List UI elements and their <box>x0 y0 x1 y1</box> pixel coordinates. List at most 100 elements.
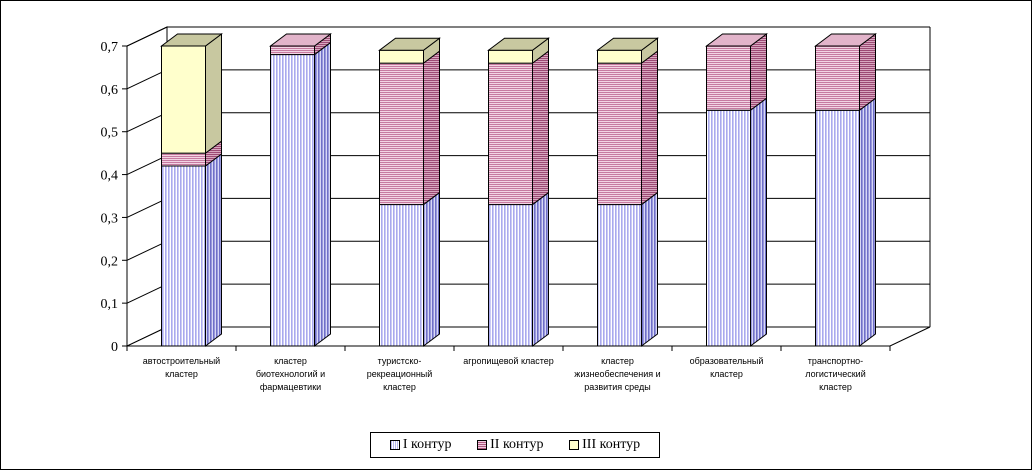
bar-segment-2-series-1 <box>270 41 331 347</box>
bar-front <box>379 49 424 64</box>
bar-segment-6-series-1 <box>706 97 767 347</box>
legend-item-series-1: I контур <box>389 437 452 453</box>
legend-swatch-series-2 <box>477 440 488 450</box>
y-tick-label: 0,3 <box>101 211 119 226</box>
gridline-diagonal <box>126 69 168 90</box>
legend-swatch-series-3 <box>569 440 580 450</box>
gridline-diagonal <box>126 283 168 304</box>
chart-area: 0 0,1 0,2 0,3 0,4 0,5 0,6 0,7 автостроительный к… <box>101 26 931 392</box>
bar-front <box>488 49 533 64</box>
x-label-line: кластер <box>710 369 743 379</box>
bar-segment-1-series-3 <box>160 33 223 155</box>
legend-label-series-3: III контур <box>582 437 641 452</box>
bar-side <box>750 33 767 112</box>
bar-top <box>160 33 223 47</box>
x-label-line: кластер <box>383 382 416 392</box>
bar-front <box>815 45 860 111</box>
y-tick-label: 0,1 <box>101 297 119 312</box>
bar-front <box>488 204 533 347</box>
gridline-diagonal <box>126 197 168 218</box>
bar-front <box>488 62 533 206</box>
bar-side <box>859 33 876 112</box>
x-label-5: кластер жизнеобеспечения и развития среды <box>574 356 660 392</box>
x-label-line: развития среды <box>584 382 650 392</box>
x-label-line: логистический <box>805 369 866 379</box>
legend: I контур II контур III контур <box>370 432 660 458</box>
bar-front <box>706 109 751 347</box>
x-label-line: биотехнологий и <box>256 369 325 379</box>
x-label-line: агропищевой кластер <box>463 356 554 366</box>
bar-front <box>815 109 860 347</box>
x-label-line: жизнеобеспечения и <box>574 369 660 379</box>
bar-segment-3-series-2 <box>379 50 440 206</box>
bar-segment-5-series-3 <box>596 37 659 65</box>
x-label-line: туристско- <box>378 356 422 366</box>
bar-front <box>706 45 751 111</box>
x-label-line: кластер <box>601 356 634 366</box>
bar-front <box>161 45 206 154</box>
bar-top <box>814 33 877 47</box>
gridline-diagonal <box>126 240 168 261</box>
bar-segment-4-series-1 <box>488 191 549 347</box>
bar-segment-3-series-1 <box>379 191 440 347</box>
x-label-1: автостроительный кластер <box>143 356 220 379</box>
bar-side <box>423 191 440 347</box>
bar-front <box>270 54 315 347</box>
bar-front <box>597 62 642 206</box>
bar-segment-5-series-2 <box>597 50 658 206</box>
bar-front <box>597 204 642 347</box>
bar-segment-1-series-1 <box>161 153 222 347</box>
bar-side <box>641 50 658 206</box>
x-label-line: рекреационный <box>367 369 433 379</box>
x-label-line: транспортно- <box>808 356 863 366</box>
bar-side <box>859 97 876 347</box>
bar-segment-2-series-2 <box>269 33 332 56</box>
gridline-diagonal <box>126 112 168 133</box>
x-label-line: образовательный <box>690 356 764 366</box>
y-tick-label: 0,7 <box>101 40 119 55</box>
bar-side <box>423 50 440 206</box>
y-tick-label: 0,2 <box>101 254 119 269</box>
bar-segment-7-series-2 <box>814 33 877 112</box>
bar-top <box>487 37 550 51</box>
bar-front <box>379 62 424 206</box>
y-tick-label: 0,4 <box>101 169 119 184</box>
bar-side <box>532 50 549 206</box>
bar-top <box>705 33 768 47</box>
gridline-diagonal <box>126 155 168 176</box>
bar-side <box>314 41 331 347</box>
bar-segment-7-series-1 <box>815 97 876 347</box>
legend-item-series-3: III контур <box>569 437 640 453</box>
bar-front <box>161 165 206 347</box>
legend-label-series-2: II контур <box>490 437 544 452</box>
bar-segment-4-series-3 <box>487 37 550 65</box>
legend-item-series-2: II контур <box>477 437 543 453</box>
bar-segment-3-series-3 <box>378 37 441 65</box>
x-label-line: кластер <box>819 382 852 392</box>
bar-side <box>205 153 222 347</box>
x-label-3: туристско-рекреационный кластер <box>367 356 433 392</box>
bar-segment-5-series-1 <box>597 191 658 347</box>
legend-swatch-series-1 <box>389 440 400 450</box>
bar-side <box>750 97 767 347</box>
x-axis-labels: автостроительный кластер кластер биотехноло… <box>143 356 866 392</box>
bar-front <box>161 152 206 167</box>
bar-top <box>269 33 332 47</box>
bars <box>160 33 877 347</box>
bar-top <box>596 37 659 51</box>
x-label-4: агропищевой кластер <box>463 356 554 366</box>
bar-front <box>270 45 315 56</box>
x-label-line: фармацевтики <box>260 382 321 392</box>
bar-segment-6-series-2 <box>705 33 768 112</box>
bar-side <box>205 33 222 155</box>
x-label-line: автостроительный <box>143 356 220 366</box>
x-label-line: кластер <box>274 356 307 366</box>
bar-side <box>641 191 658 347</box>
bar-segment-4-series-2 <box>488 50 549 206</box>
bar-top <box>378 37 441 51</box>
bar-front <box>379 204 424 347</box>
x-label-7: транспортно-логистический кластер <box>805 356 866 392</box>
gridline-diagonal <box>126 26 168 47</box>
bar-front <box>597 49 642 64</box>
legend-label-series-1: I контур <box>402 437 452 452</box>
